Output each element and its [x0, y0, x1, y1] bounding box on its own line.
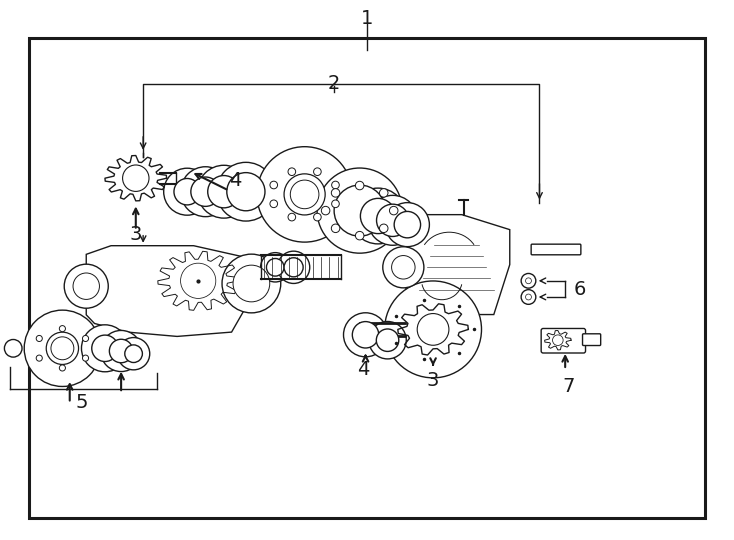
Circle shape — [288, 213, 296, 221]
Circle shape — [59, 326, 65, 332]
Circle shape — [385, 202, 429, 247]
Circle shape — [313, 213, 321, 221]
Text: 4: 4 — [357, 360, 369, 380]
Circle shape — [46, 332, 79, 365]
Circle shape — [222, 254, 280, 313]
Circle shape — [101, 330, 142, 372]
Bar — [29, 38, 705, 518]
Circle shape — [377, 329, 399, 352]
Circle shape — [73, 273, 100, 299]
Circle shape — [197, 165, 250, 218]
Circle shape — [227, 173, 265, 211]
Circle shape — [266, 259, 284, 276]
FancyBboxPatch shape — [531, 244, 581, 255]
Circle shape — [288, 168, 296, 176]
Polygon shape — [404, 214, 509, 314]
Circle shape — [369, 321, 407, 359]
Circle shape — [355, 181, 364, 190]
Circle shape — [284, 258, 303, 277]
Circle shape — [208, 176, 240, 208]
Circle shape — [117, 338, 150, 370]
Circle shape — [191, 177, 220, 206]
Circle shape — [217, 163, 275, 221]
Circle shape — [526, 278, 531, 284]
Polygon shape — [158, 251, 239, 310]
Circle shape — [385, 281, 482, 378]
Circle shape — [181, 167, 230, 217]
Text: 4: 4 — [229, 171, 241, 191]
Text: 3: 3 — [130, 225, 142, 245]
Circle shape — [526, 294, 531, 300]
Circle shape — [51, 337, 74, 360]
Circle shape — [360, 198, 396, 234]
Circle shape — [344, 313, 388, 357]
Circle shape — [65, 264, 109, 308]
Circle shape — [521, 289, 536, 305]
Circle shape — [92, 335, 118, 361]
Circle shape — [379, 224, 388, 233]
Circle shape — [270, 200, 277, 207]
Circle shape — [352, 322, 379, 348]
Polygon shape — [545, 330, 571, 350]
Text: 2: 2 — [328, 74, 340, 93]
Circle shape — [36, 335, 43, 341]
Circle shape — [368, 195, 418, 245]
Circle shape — [317, 168, 402, 253]
Circle shape — [332, 200, 339, 207]
Circle shape — [123, 165, 149, 191]
Text: 6: 6 — [574, 280, 586, 299]
Circle shape — [379, 188, 388, 197]
Circle shape — [270, 181, 277, 189]
Circle shape — [377, 204, 409, 237]
Polygon shape — [87, 246, 251, 336]
Circle shape — [59, 365, 65, 371]
Circle shape — [355, 232, 364, 240]
Circle shape — [257, 147, 352, 242]
Circle shape — [334, 185, 385, 236]
Circle shape — [82, 355, 89, 361]
Circle shape — [332, 181, 339, 189]
Circle shape — [383, 247, 424, 288]
Circle shape — [81, 325, 128, 372]
Circle shape — [321, 206, 330, 215]
Text: 1: 1 — [361, 9, 373, 29]
Circle shape — [181, 263, 216, 299]
Circle shape — [109, 339, 133, 363]
Circle shape — [261, 253, 290, 282]
Circle shape — [82, 335, 89, 341]
Circle shape — [36, 355, 43, 361]
Polygon shape — [398, 304, 468, 355]
Circle shape — [291, 180, 319, 209]
Circle shape — [331, 188, 340, 197]
FancyBboxPatch shape — [541, 328, 586, 353]
Circle shape — [277, 251, 310, 284]
Circle shape — [233, 265, 270, 302]
Text: 3: 3 — [427, 371, 439, 390]
Circle shape — [331, 224, 340, 233]
Circle shape — [4, 340, 22, 357]
Circle shape — [313, 168, 321, 176]
FancyBboxPatch shape — [583, 334, 600, 346]
Circle shape — [521, 273, 536, 288]
Circle shape — [553, 335, 563, 346]
Circle shape — [174, 179, 200, 205]
Circle shape — [350, 188, 406, 244]
Polygon shape — [105, 156, 167, 201]
Circle shape — [391, 255, 415, 279]
Circle shape — [24, 310, 101, 387]
Text: 7: 7 — [563, 376, 575, 396]
Text: 5: 5 — [76, 393, 89, 412]
Circle shape — [390, 206, 398, 215]
Circle shape — [394, 212, 421, 238]
Circle shape — [417, 314, 449, 345]
Circle shape — [284, 174, 325, 215]
Circle shape — [125, 345, 142, 362]
Circle shape — [164, 168, 211, 215]
